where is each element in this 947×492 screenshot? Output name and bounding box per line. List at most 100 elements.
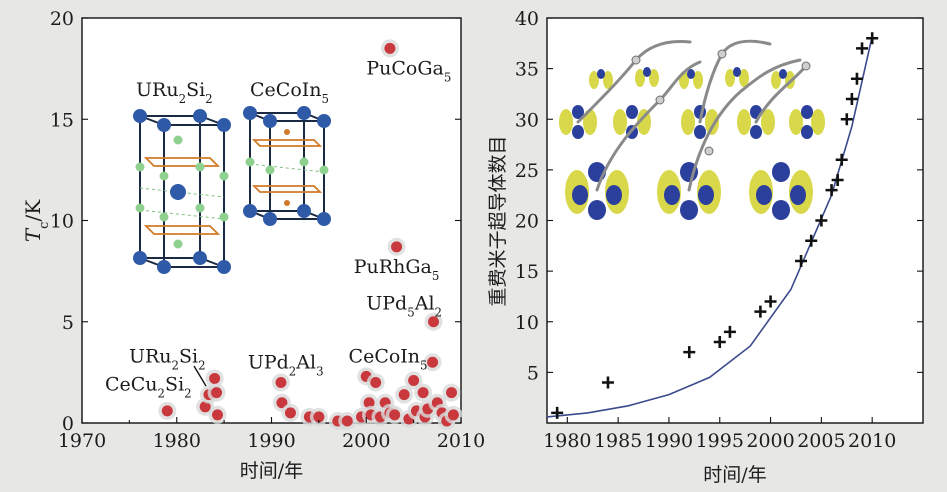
subscript-text: 5 <box>444 71 452 85</box>
tc-data-point <box>417 387 429 399</box>
heavy-fermion-count-chart: 1980 1985 1990 1995 2000 2005 2010 5 10 15 20 25 30 3… <box>487 8 924 486</box>
tc-data-point <box>363 397 375 409</box>
tc-data-point <box>391 241 403 253</box>
y-title-symbol: T <box>21 227 45 242</box>
tc-data-point <box>428 316 440 328</box>
x-tick-label: 2010 <box>437 430 485 452</box>
annotation-pointer-line <box>193 365 207 387</box>
y-tick-label: 30 <box>515 109 539 131</box>
count-data-point <box>723 325 736 338</box>
orbital-row-middle <box>559 105 825 139</box>
count-data-point <box>805 234 818 247</box>
subscript-text: 5 <box>420 358 428 372</box>
tc-data-point <box>211 409 223 421</box>
subscript-text: 2 <box>289 364 297 378</box>
formula-text: UPd <box>366 293 407 315</box>
count-data-point <box>856 42 869 55</box>
right-y-axis-title: 重费米子超导体数目 <box>487 135 509 306</box>
tc-data-point <box>341 415 353 427</box>
formula-text: CeCoIn <box>349 345 421 367</box>
x-tick-label: 2005 <box>797 430 845 452</box>
tc-data-point <box>370 377 382 388</box>
y-tick-label: 5 <box>527 362 539 384</box>
x-tick-label: 1990 <box>645 430 693 452</box>
formula-text: Si <box>179 345 198 367</box>
y-tick-label: 25 <box>515 160 539 182</box>
compound-annotation: CeCoIn5 <box>349 345 428 372</box>
subscript-text: 5 <box>322 92 330 106</box>
compound-annotation: URu2Si2 <box>129 345 206 372</box>
count-data-point <box>866 32 879 45</box>
right-x-axis-title: 时间/年 <box>703 464 766 486</box>
x-tick-label: 1980 <box>543 430 591 452</box>
left-x-axis-title: 时间/年 <box>240 460 303 482</box>
cecoin5-unit-cell <box>243 106 331 226</box>
x-tick-label: 2010 <box>848 430 896 452</box>
tc-data-point <box>211 387 223 399</box>
x-tick-label: 1990 <box>247 430 295 452</box>
formula-text: PuCoGa <box>366 58 444 80</box>
inset-label-uru2si2: URu2Si2 <box>136 79 213 106</box>
tc-data-point <box>276 397 288 409</box>
subscript-text: 5 <box>432 269 440 283</box>
y-title-unit: /K <box>21 199 45 222</box>
electron-nodes <box>631 49 811 156</box>
count-data-point <box>850 72 863 85</box>
count-data-point <box>831 174 844 186</box>
count-data-point <box>835 153 848 166</box>
crystal-structure-inset <box>133 106 331 274</box>
tc-data-point <box>408 374 420 386</box>
left-y-axis-title: Tc/K <box>21 199 52 242</box>
tc-data-point <box>398 389 410 401</box>
compound-annotation: PuCoGa5 <box>366 58 451 85</box>
y-tick-label: 10 <box>50 211 74 233</box>
formula-text: Si <box>186 79 205 101</box>
y-tick-label: 15 <box>50 109 74 131</box>
orbital-network-inset <box>559 39 825 220</box>
count-data-point <box>551 406 564 419</box>
inset-label-cecoin5: CeCoIn5 <box>250 79 329 106</box>
y-tick-label: 5 <box>62 312 74 334</box>
compound-annotation: CeCu2Si2 <box>105 374 192 401</box>
compound-annotation: PuRhGa5 <box>354 256 440 283</box>
formula-text: Al <box>414 293 435 315</box>
x-tick-label: 2000 <box>746 430 794 452</box>
subscript-text: 2 <box>179 92 187 106</box>
tc-data-point <box>447 409 459 421</box>
y-tick-label: 40 <box>515 8 539 30</box>
subscript-text: 2 <box>198 358 206 372</box>
count-data-point <box>815 214 828 227</box>
count-data-point <box>845 93 858 105</box>
x-tick-label: 2000 <box>342 430 390 452</box>
count-data-point <box>764 295 777 308</box>
count-data-point <box>754 305 767 318</box>
subscript-text: 2 <box>435 306 443 320</box>
uru2si2-unit-cell <box>133 109 231 274</box>
count-data-point <box>601 376 614 389</box>
tc-data-point <box>275 377 287 388</box>
compound-annotation: UPd5Al2 <box>366 293 442 320</box>
tc-vs-year-chart: URu2Si2 CeCoIn5 PuCoGa5PuRhGa5UPd5Al2CeC… <box>21 8 485 482</box>
tc-data-point <box>209 372 221 384</box>
y-title-subscript: c <box>37 222 52 229</box>
x-tick-label: 1995 <box>696 430 744 452</box>
y-tick-label: 20 <box>515 211 539 233</box>
x-tick-label: 1970 <box>58 430 106 452</box>
formula-text: PuRhGa <box>354 256 432 278</box>
tc-data-point <box>427 356 439 368</box>
formula-text: Si <box>165 374 184 396</box>
subscript-text: 2 <box>184 387 192 401</box>
x-tick-label: 1985 <box>594 430 642 452</box>
tc-data-point <box>199 401 211 413</box>
orbital-row-bottom <box>565 162 813 220</box>
formula-text: UPd <box>248 351 289 373</box>
count-data-point <box>840 113 853 126</box>
tc-data-point <box>384 42 396 54</box>
y-tick-label: 35 <box>515 59 539 81</box>
subscript-text: 3 <box>316 364 324 378</box>
subscript-text: 2 <box>172 358 180 372</box>
tc-data-point <box>389 409 401 421</box>
formula-text: URu <box>129 345 172 367</box>
tc-data-point <box>446 387 458 399</box>
subscript-text: 2 <box>205 92 213 106</box>
